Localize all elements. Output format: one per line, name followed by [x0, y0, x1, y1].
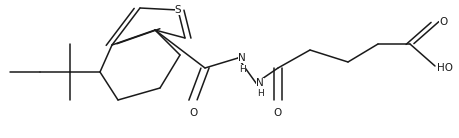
Text: O: O — [274, 108, 282, 118]
Text: N: N — [256, 78, 264, 88]
Text: N: N — [238, 53, 246, 63]
Text: O: O — [439, 17, 447, 27]
Text: H: H — [240, 64, 246, 74]
Text: S: S — [175, 5, 181, 15]
Text: HO: HO — [437, 63, 453, 73]
Text: H: H — [257, 90, 264, 99]
Text: O: O — [189, 108, 197, 118]
